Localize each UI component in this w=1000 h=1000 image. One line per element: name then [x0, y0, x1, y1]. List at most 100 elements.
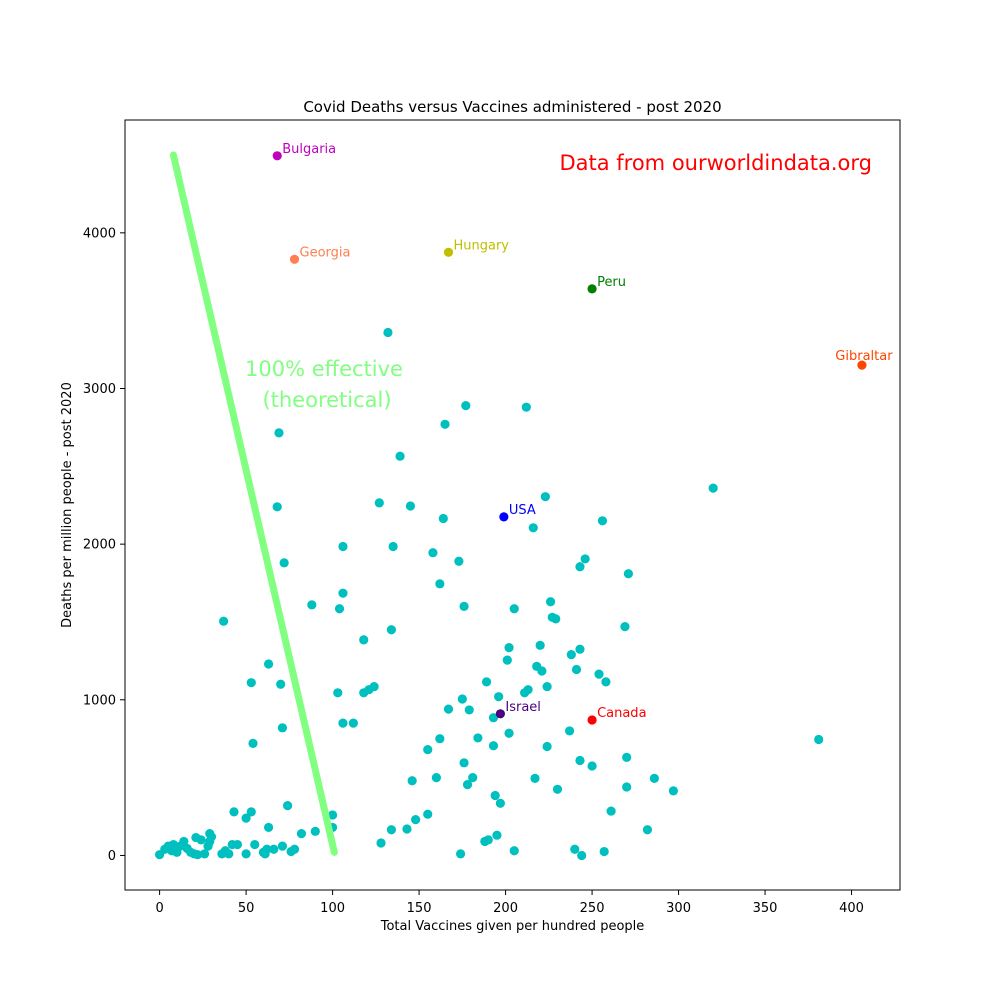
- data-point: [509, 604, 519, 614]
- data-point: [490, 790, 500, 801]
- data-point: [279, 558, 289, 568]
- data-point: [440, 419, 450, 429]
- data-point: [435, 579, 445, 589]
- data-point: [431, 773, 441, 783]
- data-point: [348, 718, 358, 728]
- data-point: [369, 681, 379, 692]
- data-point: [545, 597, 556, 607]
- data-point: [193, 850, 203, 860]
- axis-ticks: 0 50 100 150 200 250 300 350 4000100020003000400…: [83, 226, 864, 916]
- data-point: [601, 677, 611, 687]
- point-label: Israel: [505, 700, 541, 715]
- data-point: [542, 681, 552, 692]
- x-tick-label: 200: [493, 901, 518, 916]
- data-point: [359, 635, 369, 645]
- data-point: [338, 718, 348, 728]
- data-points: [154, 327, 824, 861]
- data-point: [438, 513, 448, 524]
- data-point: [411, 815, 421, 825]
- x-tick-label: 50: [238, 901, 255, 916]
- labeled-point: [587, 715, 597, 725]
- labeled-point: [272, 151, 282, 161]
- y-tick-label: 3000: [83, 382, 116, 397]
- data-point: [814, 734, 824, 745]
- source-note: Data from ourworldindata.org: [559, 151, 872, 175]
- point-label: USA: [509, 503, 536, 518]
- data-point: [462, 780, 473, 790]
- data-point: [179, 836, 189, 847]
- data-point: [495, 798, 505, 808]
- y-tick-label: 0: [108, 849, 116, 864]
- effective-label-line-1: 100% effective: [245, 357, 403, 381]
- data-point: [668, 786, 678, 796]
- plot-frame: [124, 119, 901, 891]
- data-point: [483, 835, 493, 845]
- data-point: [435, 734, 445, 744]
- data-point: [241, 813, 251, 823]
- labeled-point: [857, 360, 867, 370]
- point-label: Canada: [597, 706, 646, 721]
- data-point: [488, 713, 499, 723]
- labeled-points: Bulgaria Georgia Hungary Peru Gibraltar USA Is…: [272, 142, 893, 725]
- data-point: [196, 835, 206, 845]
- data-point: [620, 622, 630, 632]
- data-point: [199, 849, 210, 859]
- data-point: [374, 498, 384, 508]
- data-point: [481, 677, 492, 687]
- effective-label-line-2: (theoretical): [262, 388, 391, 412]
- data-point: [272, 502, 282, 512]
- data-point: [276, 679, 286, 689]
- data-point: [542, 741, 552, 752]
- data-point: [504, 728, 514, 738]
- data-point: [310, 826, 320, 836]
- data-point: [570, 844, 580, 854]
- data-point: [296, 829, 307, 839]
- data-point: [168, 839, 179, 850]
- x-tick-label: 250: [580, 901, 605, 916]
- data-point: [649, 773, 659, 783]
- x-tick-label: 150: [407, 901, 432, 916]
- data-point: [622, 752, 632, 762]
- data-point: [246, 807, 256, 817]
- data-point: [642, 825, 653, 835]
- data-point: [521, 402, 531, 412]
- data-point: [269, 844, 279, 854]
- data-point: [263, 822, 274, 833]
- x-tick-label: 350: [753, 901, 778, 916]
- labeled-point: [443, 247, 454, 257]
- data-point: [334, 604, 345, 614]
- data-point: [274, 428, 284, 438]
- data-point: [388, 541, 398, 552]
- data-point: [575, 755, 585, 766]
- labeled-point: [495, 709, 505, 719]
- effective-reference-line: [169, 151, 338, 856]
- data-point: [580, 554, 590, 564]
- labeled-point: [499, 512, 509, 522]
- chart-title: Covid Deaths versus Vaccines administere…: [303, 98, 721, 116]
- data-point: [229, 807, 239, 817]
- data-point: [494, 692, 504, 702]
- data-point: [552, 784, 563, 794]
- data-point: [386, 825, 397, 835]
- point-label: Hungary: [453, 238, 509, 253]
- data-point: [464, 705, 474, 715]
- point-label: Gibraltar: [835, 349, 893, 364]
- data-point: [262, 844, 272, 854]
- data-point: [250, 839, 260, 850]
- data-point: [289, 844, 300, 854]
- data-point: [622, 782, 632, 792]
- data-point: [551, 614, 561, 624]
- data-point: [428, 548, 438, 558]
- data-point: [537, 666, 547, 676]
- data-point: [504, 643, 514, 653]
- data-point: [509, 846, 519, 856]
- data-point: [206, 832, 217, 842]
- data-point: [502, 655, 512, 665]
- labeled-point: [587, 284, 597, 294]
- data-point: [327, 810, 338, 820]
- data-point: [338, 541, 348, 552]
- data-point: [575, 562, 585, 572]
- data-point: [459, 758, 469, 768]
- data-point: [241, 849, 251, 859]
